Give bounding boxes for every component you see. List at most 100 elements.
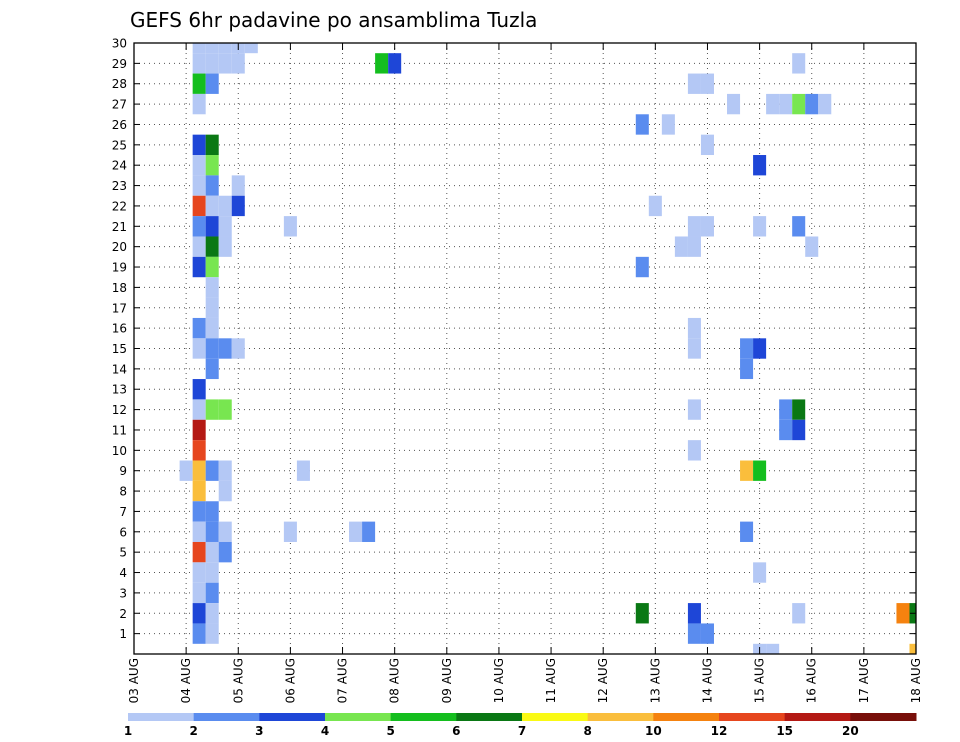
heatmap-cell	[740, 358, 754, 380]
x-axis: 03 AUG 04 AUG 05 AUG 06 AUG 07 AUG 08 AUG 09 A…	[127, 43, 923, 703]
y-tick-label: 4	[119, 566, 127, 580]
heatmap-cell	[205, 256, 219, 278]
heatmap-cell	[753, 460, 767, 481]
heatmap-cell	[192, 480, 206, 502]
heatmap-cell	[218, 460, 232, 481]
heatmap-cell	[818, 93, 832, 115]
heatmap-cell	[779, 93, 793, 115]
colorbar-label: 5	[386, 724, 394, 738]
heatmap-cell	[192, 338, 206, 359]
heatmap-cell	[205, 521, 219, 542]
heatmap-cells	[179, 43, 916, 654]
colorbar-label: 6	[452, 724, 460, 738]
y-tick-label: 30	[112, 37, 127, 51]
heatmap-cell	[792, 419, 806, 441]
colorbar-swatch	[522, 713, 589, 721]
heatmap-cell	[192, 582, 206, 604]
heatmap-cell	[205, 562, 219, 583]
heatmap-cell	[205, 155, 219, 176]
grid-lines	[134, 43, 916, 654]
heatmap-cell	[687, 603, 701, 624]
heatmap-cell	[244, 43, 258, 54]
heatmap-cell	[805, 93, 819, 115]
heatmap-cell	[192, 317, 206, 339]
y-tick-label: 26	[112, 118, 127, 132]
colorbar-swatch	[653, 713, 720, 721]
heatmap-cell	[205, 73, 219, 94]
heatmap-cell	[192, 236, 206, 257]
heatmap-cell	[218, 216, 232, 237]
heatmap-cell	[687, 338, 701, 359]
colorbar-label: 7	[518, 724, 526, 738]
heatmap-cell	[205, 358, 219, 380]
heatmap-cell	[218, 43, 232, 54]
heatmap-cell	[205, 460, 219, 481]
colorbar-swatch	[850, 713, 917, 721]
heatmap-cell	[218, 53, 232, 74]
heatmap-cell	[753, 155, 767, 176]
colorbar-label: 2	[189, 724, 197, 738]
y-tick-label: 21	[112, 220, 127, 234]
heatmap-cell	[205, 582, 219, 604]
x-tick-label: 09 AUG	[440, 658, 454, 703]
heatmap-cell	[192, 195, 206, 217]
heatmap-cell	[205, 195, 219, 217]
heatmap-cell	[192, 93, 206, 115]
y-tick-label: 3	[119, 586, 127, 600]
heatmap-cell	[661, 114, 675, 135]
y-tick-label: 22	[112, 199, 127, 213]
heatmap-cell	[205, 603, 219, 624]
heatmap-cell	[192, 501, 206, 522]
heatmap-cell	[635, 603, 649, 624]
heatmap-cell	[687, 73, 701, 94]
y-tick-label: 19	[112, 261, 127, 275]
heatmap-cell	[192, 155, 206, 176]
y-tick-label: 2	[119, 607, 127, 621]
y-tick-label: 1	[119, 627, 127, 641]
y-tick-label: 28	[112, 77, 127, 91]
heatmap-cell	[753, 216, 767, 237]
heatmap-cell	[179, 460, 193, 481]
x-tick-label: 06 AUG	[283, 658, 297, 703]
heatmap-cell	[740, 521, 754, 542]
heatmap-cell	[349, 521, 363, 542]
heatmap-cell	[296, 460, 310, 481]
colorbar-label: 12	[711, 724, 728, 738]
colorbar-label: 20	[842, 724, 859, 738]
heatmap-cell	[192, 399, 206, 420]
heatmap-cell	[218, 480, 232, 502]
heatmap-cell	[283, 521, 297, 542]
y-axis: 1234567891011121314151617181920212223242…	[112, 37, 916, 641]
heatmap-cell	[674, 236, 688, 257]
x-tick-label: 13 AUG	[648, 658, 662, 703]
heatmap-cell	[792, 93, 806, 115]
colorbar-swatch	[587, 713, 654, 721]
heatmap-cell	[192, 541, 206, 563]
heatmap-cell	[792, 399, 806, 420]
colorbar-swatch	[193, 713, 260, 721]
y-tick-label: 13	[112, 383, 127, 397]
colorbar-swatch	[259, 713, 326, 721]
heatmap-cell	[192, 460, 206, 481]
heatmap-cell	[192, 43, 206, 54]
y-tick-label: 18	[112, 281, 127, 295]
y-tick-label: 20	[112, 240, 127, 254]
colorbar-label: 1	[124, 724, 132, 738]
heatmap-cell	[740, 338, 754, 359]
heatmap-cell	[218, 338, 232, 359]
heatmap-cell	[205, 297, 219, 318]
heatmap-cell	[218, 541, 232, 563]
heatmap-cell	[687, 623, 701, 644]
heatmap-cell	[205, 501, 219, 522]
heatmap-cell	[205, 399, 219, 420]
heatmap-cell	[635, 256, 649, 278]
heatmap-cell	[896, 603, 910, 624]
heatmap-cell	[218, 236, 232, 257]
heatmap-cell	[218, 399, 232, 420]
heatmap-cell	[192, 603, 206, 624]
heatmap-cell	[205, 134, 219, 156]
heatmap-cell	[205, 277, 219, 298]
x-tick-label: 11 AUG	[544, 658, 558, 703]
heatmap-cell	[687, 440, 701, 461]
x-tick-label: 04 AUG	[179, 658, 193, 703]
